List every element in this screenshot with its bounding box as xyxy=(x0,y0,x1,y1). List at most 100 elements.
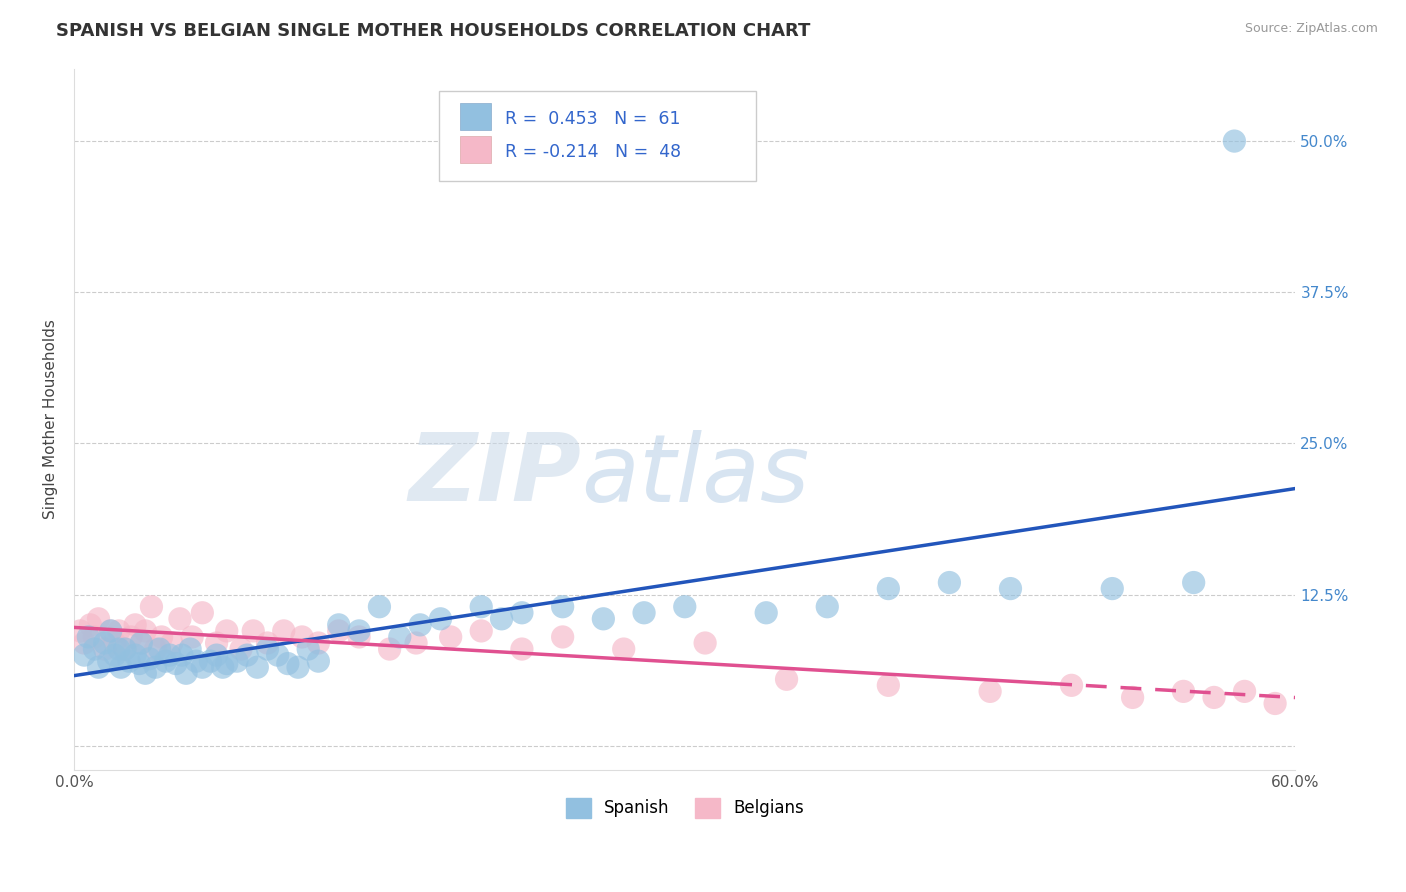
Point xyxy=(613,642,636,657)
Point xyxy=(1000,582,1022,596)
Point xyxy=(1173,684,1195,698)
Point xyxy=(150,630,173,644)
Text: SPANISH VS BELGIAN SINGLE MOTHER HOUSEHOLDS CORRELATION CHART: SPANISH VS BELGIAN SINGLE MOTHER HOUSEHO… xyxy=(56,22,811,40)
Point xyxy=(191,606,214,620)
Point xyxy=(242,624,264,638)
Point xyxy=(1060,678,1083,692)
Point xyxy=(97,654,120,668)
Point xyxy=(378,642,401,657)
Point xyxy=(347,630,370,644)
Point xyxy=(141,599,163,614)
Point xyxy=(149,642,172,657)
Point xyxy=(87,612,110,626)
Point xyxy=(938,575,960,590)
Point xyxy=(979,684,1001,698)
Point xyxy=(73,648,96,662)
Point xyxy=(307,654,329,668)
Point xyxy=(77,630,100,644)
Point xyxy=(215,657,238,671)
Point xyxy=(215,624,238,638)
Point xyxy=(69,624,91,638)
Point xyxy=(277,657,299,671)
Legend: Spanish, Belgians: Spanish, Belgians xyxy=(560,791,810,825)
Point xyxy=(83,642,105,657)
Point xyxy=(287,660,309,674)
Point xyxy=(236,648,259,662)
Point xyxy=(118,654,141,668)
Point xyxy=(510,606,533,620)
Point xyxy=(273,624,295,638)
Point xyxy=(256,636,278,650)
Point xyxy=(87,660,110,674)
Point xyxy=(155,654,177,668)
Text: R =  0.453   N =  61: R = 0.453 N = 61 xyxy=(505,110,681,128)
Point xyxy=(1202,690,1225,705)
Text: R = -0.214   N =  48: R = -0.214 N = 48 xyxy=(505,143,681,161)
Point xyxy=(134,624,156,638)
Point xyxy=(592,612,614,626)
Point xyxy=(328,618,350,632)
Point xyxy=(73,636,96,650)
Point xyxy=(145,642,167,657)
Point xyxy=(169,612,191,626)
Point xyxy=(226,654,249,668)
Point xyxy=(297,642,319,657)
Point xyxy=(191,660,214,674)
Point xyxy=(291,630,314,644)
Point xyxy=(1122,690,1144,705)
Y-axis label: Single Mother Households: Single Mother Households xyxy=(44,319,58,519)
Point xyxy=(388,630,411,644)
Point xyxy=(100,624,122,638)
Point xyxy=(114,642,136,657)
Point xyxy=(93,636,115,650)
Point xyxy=(633,606,655,620)
Point xyxy=(114,642,136,657)
Point xyxy=(104,648,127,662)
Point xyxy=(205,648,228,662)
Point xyxy=(429,612,451,626)
Point xyxy=(138,651,160,665)
Point xyxy=(470,624,492,638)
Point xyxy=(186,654,208,668)
Point xyxy=(83,630,105,644)
Point xyxy=(815,599,838,614)
Point xyxy=(145,660,167,674)
Text: atlas: atlas xyxy=(581,430,810,521)
Point xyxy=(129,636,152,650)
Text: ZIP: ZIP xyxy=(408,429,581,522)
Point xyxy=(266,648,288,662)
Point xyxy=(104,636,127,650)
Point xyxy=(246,660,269,674)
Point xyxy=(256,642,278,657)
Point xyxy=(165,657,187,671)
Point xyxy=(551,630,574,644)
Point xyxy=(179,642,201,657)
Point xyxy=(124,648,146,662)
Point xyxy=(673,599,696,614)
Point xyxy=(347,624,370,638)
Point xyxy=(695,636,717,650)
Point xyxy=(229,642,252,657)
Point xyxy=(108,624,131,638)
Point xyxy=(108,642,131,657)
Point xyxy=(368,599,391,614)
Point xyxy=(200,654,222,668)
Point xyxy=(93,642,115,657)
Point xyxy=(405,636,427,650)
Point xyxy=(551,599,574,614)
Point xyxy=(470,599,492,614)
Point xyxy=(1223,134,1246,148)
Point xyxy=(211,660,233,674)
Point xyxy=(1233,684,1256,698)
Point xyxy=(307,636,329,650)
Point xyxy=(409,618,432,632)
Point xyxy=(129,636,152,650)
Point xyxy=(328,624,350,638)
Point xyxy=(128,657,150,671)
Text: Source: ZipAtlas.com: Source: ZipAtlas.com xyxy=(1244,22,1378,36)
Point xyxy=(120,630,142,644)
Point xyxy=(491,612,513,626)
Point xyxy=(174,666,197,681)
Point xyxy=(877,582,900,596)
Point xyxy=(1264,697,1286,711)
